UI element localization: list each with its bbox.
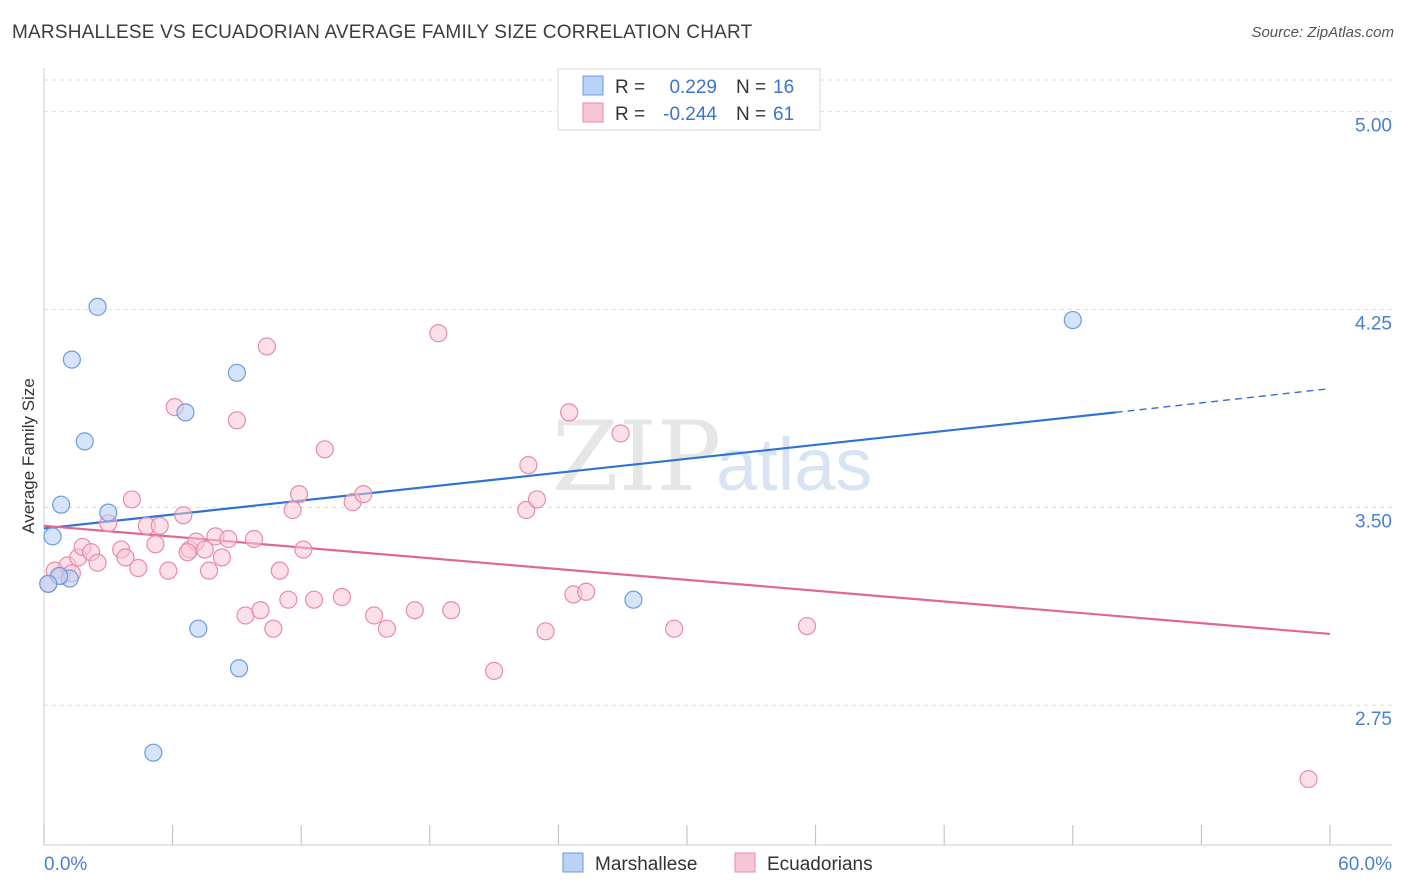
correlation-legend: R = 0.229 N = 16 R = -0.244 N = 61 (557, 68, 821, 131)
chart-source: Source: ZipAtlas.com (1251, 24, 1394, 41)
ecuadorians-point (219, 529, 238, 549)
ecuadorians-point (354, 485, 373, 504)
marshallese-point (75, 432, 94, 451)
axes (43, 68, 1392, 846)
ecuadorians-point (560, 403, 579, 422)
ecuadorians-point (536, 622, 555, 641)
x-tick-label-max: 60.0% (1338, 854, 1392, 875)
ecuadorians-point (797, 616, 817, 636)
marshallese-point (88, 297, 107, 316)
marshallese-points (39, 297, 1082, 762)
ecuadorians-point (405, 601, 424, 620)
ecuadorians-point (257, 337, 277, 356)
ecuadorians-point (485, 661, 504, 680)
y-tick-label: 5.00 (1355, 116, 1392, 137)
ecuadorians-points (39, 324, 1318, 789)
ecuadorians-point (283, 500, 302, 520)
ecuadorians-point (244, 529, 264, 549)
y-tick-label: 2.75 (1355, 709, 1392, 730)
bottom-legend-swatch-ecuadorians (734, 852, 756, 873)
ecuadorians-point (116, 548, 135, 567)
marshallese-point (99, 503, 118, 522)
ecuadorians-point (251, 601, 270, 620)
marshallese-point (624, 590, 643, 609)
ecuadorians-point (1299, 769, 1318, 789)
ecuadorians-point (178, 543, 197, 562)
ecuadorians-point (527, 490, 547, 509)
y-tick-labels: 2.75 3.50 4.25 5.00 (1355, 116, 1392, 731)
y-axis-title: Average Family Size (19, 378, 38, 534)
legend-n-label-ecuadorians: N = (736, 104, 766, 125)
ecuadorians-point (332, 587, 352, 607)
legend-swatch-marshallese (582, 75, 604, 96)
ecuadorians-point (364, 606, 384, 625)
marshallese-trend-line (43, 411, 1116, 530)
legend-n-value-ecuadorians: 61 (773, 104, 794, 125)
legend-r-value-marshallese: 0.229 (669, 77, 717, 98)
ecuadorians-point (442, 601, 461, 620)
watermark-atlas: atlas (716, 423, 872, 506)
y-tick-label: 3.50 (1355, 511, 1392, 532)
bottom-legend-label-marshallese: Marshallese (595, 854, 697, 875)
marshallese-point (62, 350, 81, 369)
chart-title: MARSHALLESE VS ECUADORIAN AVERAGE FAMILY… (12, 22, 753, 43)
ecuadorians-point (199, 561, 219, 580)
ecuadorians-point (122, 490, 141, 509)
marshallese-point (144, 743, 163, 762)
ecuadorians-point (429, 324, 448, 343)
ecuadorians-point (377, 619, 397, 638)
ecuadorians-point (174, 506, 193, 525)
y-tick-label: 4.25 (1355, 314, 1392, 335)
ecuadorians-point (159, 561, 178, 580)
series-legend: Marshallese Ecuadorians (562, 852, 873, 875)
marshallese-point (229, 659, 249, 678)
ecuadorians-point (665, 619, 684, 638)
marshallese-point (52, 495, 71, 514)
legend-n-label-marshallese: N = (736, 77, 766, 98)
marshallese-point (176, 403, 195, 422)
legend-swatch-ecuadorians (582, 102, 604, 123)
marshallese-point (39, 574, 58, 593)
legend-n-value-marshallese: 16 (773, 77, 794, 98)
watermark-zip: ZIP (552, 401, 721, 513)
ecuadorians-point (88, 553, 107, 572)
legend-r-label-ecuadorians: R = (615, 104, 645, 125)
ecuadorians-point (227, 411, 246, 430)
bottom-legend-label-ecuadorians: Ecuadorians (767, 854, 873, 875)
ecuadorians-point (577, 582, 596, 601)
ecuadorians-point (315, 440, 334, 459)
marshallese-point (189, 619, 208, 638)
ecuadorians-point (289, 485, 309, 504)
x-tick-label-min: 0.0% (44, 854, 87, 875)
ecuadorians-point (129, 558, 148, 578)
ecuadorians-point (270, 561, 289, 580)
ecuadorians-point (611, 424, 630, 443)
marshallese-point (227, 363, 246, 382)
ecuadorians-point (294, 540, 313, 559)
legend-r-value-ecuadorians: -0.244 (663, 104, 717, 125)
marshallese-point (43, 527, 62, 546)
ecuadorians-point (146, 535, 165, 554)
marshallese-point (1063, 310, 1082, 330)
bottom-legend-swatch-marshallese (562, 852, 584, 873)
marshallese-trend-extension (1115, 387, 1331, 414)
ecuadorians-point (212, 548, 231, 567)
ecuadorians-point (304, 590, 324, 609)
ecuadorians-point (279, 590, 298, 609)
legend-r-label-marshallese: R = (615, 77, 645, 98)
ecuadorians-point (264, 619, 283, 638)
ecuadorians-point (519, 456, 538, 475)
ecuadorians-point (150, 516, 169, 535)
